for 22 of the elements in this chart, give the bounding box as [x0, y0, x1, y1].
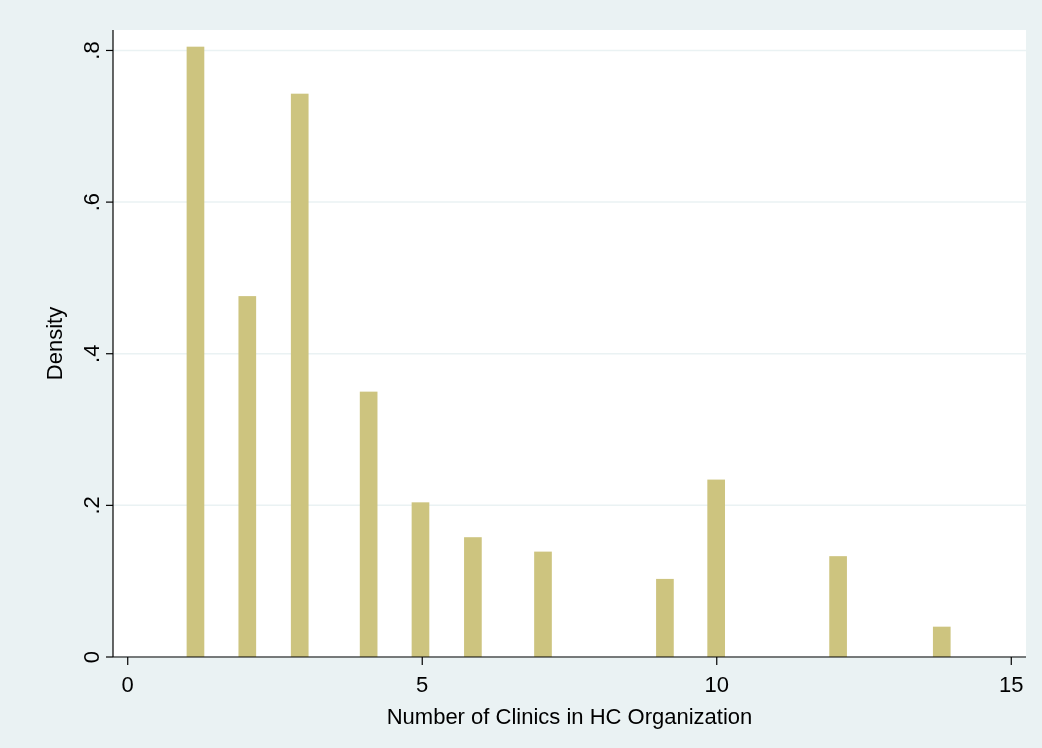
bar	[359, 391, 378, 657]
x-tick-label: 5	[416, 672, 429, 697]
y-tick-label: 0	[79, 650, 104, 664]
bar	[707, 479, 726, 657]
y-axis-title: Density	[42, 306, 67, 381]
bar	[656, 578, 674, 657]
y-tick-label: .4	[79, 344, 104, 363]
y-tick-label: .6	[79, 192, 104, 212]
x-tick-label: 0	[121, 672, 134, 697]
bar	[464, 537, 482, 657]
x-tick-label: 15	[999, 672, 1024, 697]
bar	[290, 93, 309, 657]
bar	[534, 551, 552, 657]
bar	[411, 502, 430, 657]
x-axis-title: Number of Clinics in HC Organization	[386, 704, 753, 729]
bar	[238, 296, 257, 657]
x-tick-label: 10	[704, 672, 729, 697]
bar	[932, 626, 951, 657]
y-tick-label: .2	[79, 496, 104, 515]
bar	[186, 46, 205, 657]
bar	[829, 556, 847, 657]
y-tick-label: .8	[79, 41, 104, 60]
